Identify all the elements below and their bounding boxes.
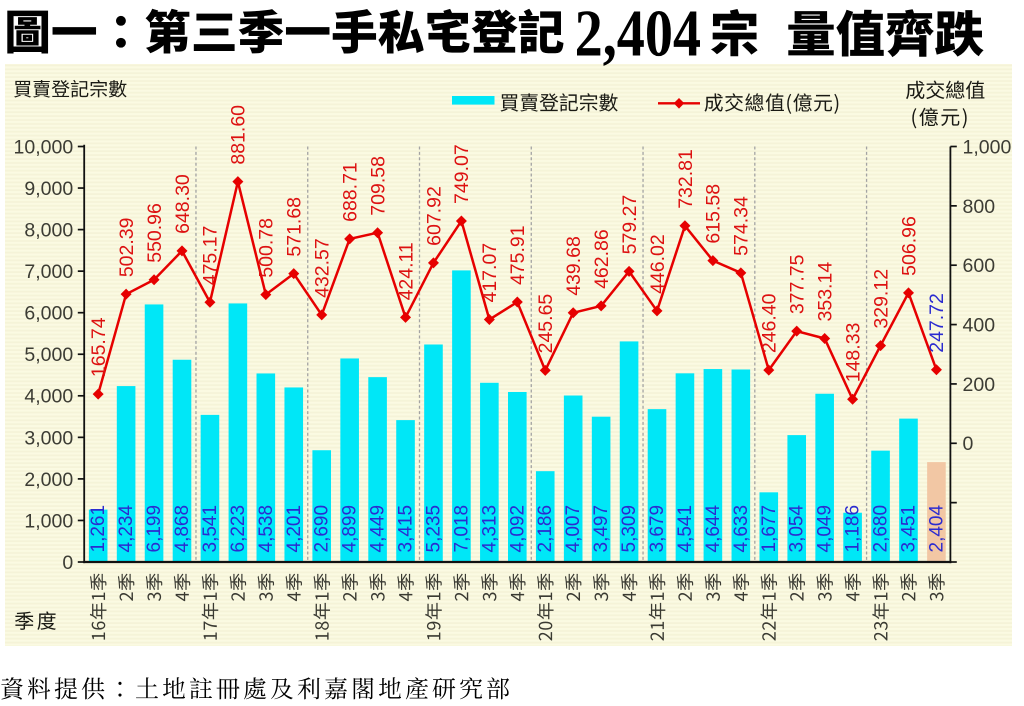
svg-text:10,000: 10,000 (14, 136, 74, 158)
svg-text:329.12: 329.12 (870, 269, 892, 329)
svg-text:0: 0 (963, 433, 974, 455)
svg-text:3,541: 3,541 (200, 505, 221, 553)
svg-text:446.02: 446.02 (647, 234, 669, 294)
svg-text:9,000: 9,000 (24, 178, 73, 200)
svg-text:571.68: 571.68 (284, 197, 306, 257)
svg-text:1,677: 1,677 (759, 505, 780, 553)
svg-text:688.71: 688.71 (339, 162, 361, 222)
svg-text:475.91: 475.91 (507, 225, 529, 285)
svg-text:200: 200 (963, 374, 996, 396)
svg-text:245.65: 245.65 (535, 294, 557, 354)
svg-text:432.57: 432.57 (312, 238, 334, 298)
svg-text:3,497: 3,497 (591, 505, 612, 553)
svg-text:3,054: 3,054 (787, 505, 808, 553)
svg-text:353.14: 353.14 (814, 262, 836, 322)
svg-text:165.74: 165.74 (88, 317, 110, 377)
svg-text:6,199: 6,199 (144, 505, 165, 553)
svg-text:2,690: 2,690 (312, 505, 333, 553)
svg-text:4,092: 4,092 (507, 505, 528, 553)
svg-text:377.75: 377.75 (787, 254, 809, 314)
svg-text:247.72: 247.72 (926, 293, 948, 353)
svg-text:709.58: 709.58 (367, 156, 389, 216)
svg-text:4,000: 4,000 (24, 386, 73, 408)
svg-text:800: 800 (963, 196, 996, 218)
svg-text:4,449: 4,449 (368, 505, 389, 553)
svg-text:7,000: 7,000 (24, 261, 73, 283)
svg-text:615.58: 615.58 (703, 184, 725, 244)
svg-text:246.40: 246.40 (759, 293, 781, 353)
svg-text:4,201: 4,201 (284, 505, 305, 553)
svg-text:3,415: 3,415 (396, 505, 417, 553)
svg-text:2,680: 2,680 (871, 505, 892, 553)
svg-text:4,899: 4,899 (340, 505, 361, 553)
svg-text:424.11: 424.11 (395, 242, 417, 300)
svg-text:4,049: 4,049 (815, 505, 836, 553)
svg-text:6,000: 6,000 (24, 303, 73, 325)
svg-text:4,538: 4,538 (256, 505, 277, 553)
svg-text:4,633: 4,633 (731, 505, 752, 553)
svg-text:732.81: 732.81 (675, 149, 697, 209)
svg-text:0: 0 (62, 552, 73, 574)
svg-text:3,451: 3,451 (898, 505, 919, 553)
svg-text:2,404: 2,404 (926, 505, 947, 553)
svg-text:5,235: 5,235 (423, 505, 444, 553)
svg-text:4,313: 4,313 (479, 505, 500, 553)
svg-text:600: 600 (963, 255, 996, 277)
svg-text:574.34: 574.34 (731, 196, 753, 256)
svg-text:148.33: 148.33 (842, 323, 864, 383)
svg-text:4,007: 4,007 (563, 505, 584, 553)
svg-text:4,541: 4,541 (675, 505, 696, 553)
svg-text:749.07: 749.07 (451, 144, 473, 204)
svg-text:2,186: 2,186 (535, 505, 556, 553)
svg-text:1,261: 1,261 (88, 505, 109, 553)
svg-text:5,309: 5,309 (619, 505, 640, 553)
svg-text:4,868: 4,868 (172, 505, 193, 553)
svg-text:500.78: 500.78 (256, 218, 278, 278)
svg-text:417.07: 417.07 (479, 243, 501, 303)
svg-text:6,223: 6,223 (228, 505, 249, 553)
svg-text:5,000: 5,000 (24, 344, 73, 366)
svg-text:506.96: 506.96 (898, 216, 920, 276)
svg-text:502.39: 502.39 (116, 218, 138, 278)
svg-text:579.27: 579.27 (619, 195, 641, 255)
svg-text:2,000: 2,000 (24, 469, 73, 491)
svg-text:7,018: 7,018 (451, 505, 472, 553)
svg-text:8,000: 8,000 (24, 220, 73, 242)
svg-text:1,000: 1,000 (24, 510, 73, 532)
svg-text:881.60: 881.60 (228, 105, 250, 165)
svg-text:475.17: 475.17 (200, 226, 222, 286)
svg-text:4,644: 4,644 (703, 505, 724, 553)
svg-text:648.30: 648.30 (172, 174, 194, 234)
svg-text:1,186: 1,186 (843, 505, 864, 553)
svg-text:4,234: 4,234 (116, 505, 137, 553)
svg-text:1,000: 1,000 (963, 136, 1012, 158)
svg-text:607.92: 607.92 (423, 186, 445, 246)
svg-text:3,679: 3,679 (647, 505, 668, 553)
svg-text:439.68: 439.68 (563, 236, 585, 296)
svg-text:550.96: 550.96 (144, 203, 166, 263)
svg-text:462.86: 462.86 (591, 229, 613, 289)
svg-text:400: 400 (963, 314, 996, 336)
svg-text:3,000: 3,000 (24, 427, 73, 449)
